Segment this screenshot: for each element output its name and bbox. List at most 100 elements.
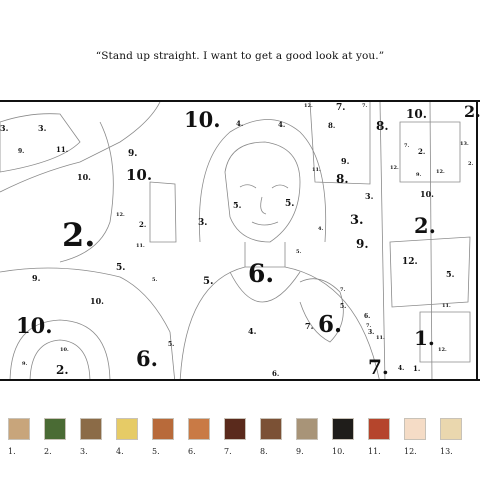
region-number: 10. [184,107,221,132]
mid-building [309,102,371,185]
neck [244,242,286,267]
swatch-color[interactable] [440,418,462,440]
region-number: 5. [152,277,158,283]
region-number: 12. [402,257,418,267]
palette-swatch-12[interactable]: 12. [404,418,434,456]
region-number: 11. [442,303,451,309]
swatch-label: 9. [296,447,304,456]
palette-swatch-11[interactable]: 11. [368,418,398,456]
region-number: 8. [336,172,349,186]
swatch-color[interactable] [188,418,210,440]
region-number: 2. [468,161,474,167]
right-window [399,121,461,183]
swatch-color[interactable] [44,418,66,440]
swatch-label: 4. [116,447,124,456]
region-number: 11. [136,243,145,249]
nose [260,196,267,215]
palette-swatch-9[interactable]: 9. [296,418,326,456]
region-number: 3. [368,329,375,336]
swatch-label: 3. [80,447,88,456]
car-panel [149,181,177,243]
region-number: 5. [296,249,302,255]
palette-swatch-4[interactable]: 4. [116,418,146,456]
wheel-inner [29,339,91,379]
region-number: 11. [376,335,385,341]
swatch-label: 11. [368,447,381,456]
palette-swatch-2[interactable]: 2. [44,418,74,456]
region-number: 3. [365,191,374,201]
swatch-color[interactable] [152,418,174,440]
car-outline [0,102,161,193]
palette-swatch-13[interactable]: 13. [440,418,470,456]
palette-swatch-3[interactable]: 3. [80,418,110,456]
swatch-label: 7. [224,447,232,456]
swatch-color[interactable] [368,418,390,440]
swatch-label: 8. [260,447,268,456]
swatch-color[interactable] [224,418,246,440]
swatch-color[interactable] [116,418,138,440]
shoulders [179,266,380,379]
region-number: 7. [305,321,314,331]
region-number: 3. [350,213,364,228]
swatch-label: 13. [440,447,453,456]
region-number: 7. [404,143,410,149]
region-number: 5. [446,269,455,279]
region-number: 1. [413,364,421,373]
region-number: 9. [18,148,25,155]
swatch-color[interactable] [260,418,282,440]
region-number: 5. [168,341,175,348]
palette-swatch-7[interactable]: 7. [224,418,254,456]
region-number: 10. [60,347,69,353]
car-window [0,113,81,173]
right-building [379,102,433,379]
wheel-outer [9,319,111,379]
swatch-label: 10. [332,447,345,456]
region-number: 7. [336,103,346,113]
region-number: 3. [0,123,9,133]
region-number: 2. [418,147,426,156]
swatch-label: 5. [152,447,160,456]
region-number: 1. [414,326,435,350]
coloring-canvas[interactable]: 10. 2. 2. 2. 10. 6. 6. 6. 10. 1. 7. 10. … [0,100,480,381]
region-number: 2. [464,102,480,121]
region-number: 5. [340,303,347,310]
region-number: 7. [366,323,372,329]
palette-swatch-10[interactable]: 10. [332,418,362,456]
region-number: 6. [318,311,343,338]
region-number: 12. [438,347,447,353]
region-number: 8. [328,121,336,130]
region-number: 3. [38,123,47,133]
region-number: 7. [368,355,389,379]
region-number: 6. [136,346,158,371]
region-number: 2. [139,220,147,229]
swatch-color[interactable] [296,418,318,440]
region-number: 7. [340,287,346,293]
region-number: 12. [116,212,125,218]
eye-right [271,184,289,189]
region-number: 3. [198,218,208,228]
region-number: 13. [460,141,469,147]
mouth [251,221,279,226]
swatch-color[interactable] [80,418,102,440]
palette-swatch-1[interactable]: 1. [8,418,38,456]
swatch-color[interactable] [404,418,426,440]
swatch-label: 6. [188,447,196,456]
region-number: 4. [278,120,286,129]
region-number: 10. [77,172,91,182]
region-number: 10. [126,166,153,184]
region-number: 5. [116,263,126,273]
region-number: 9. [341,156,350,166]
region-number: 2. [62,216,96,254]
swatch-color[interactable] [8,418,30,440]
face-outline [224,141,301,243]
swatch-label: 12. [404,447,417,456]
region-number: 6. [272,369,280,378]
region-number: 2. [414,213,436,238]
palette-swatch-5[interactable]: 5. [152,418,182,456]
region-number: 4. [318,226,324,232]
region-number: 8. [376,119,389,133]
palette-swatch-8[interactable]: 8. [260,418,290,456]
swatch-color[interactable] [332,418,354,440]
region-number: 12. [436,169,445,175]
palette-swatch-6[interactable]: 6. [188,418,218,456]
